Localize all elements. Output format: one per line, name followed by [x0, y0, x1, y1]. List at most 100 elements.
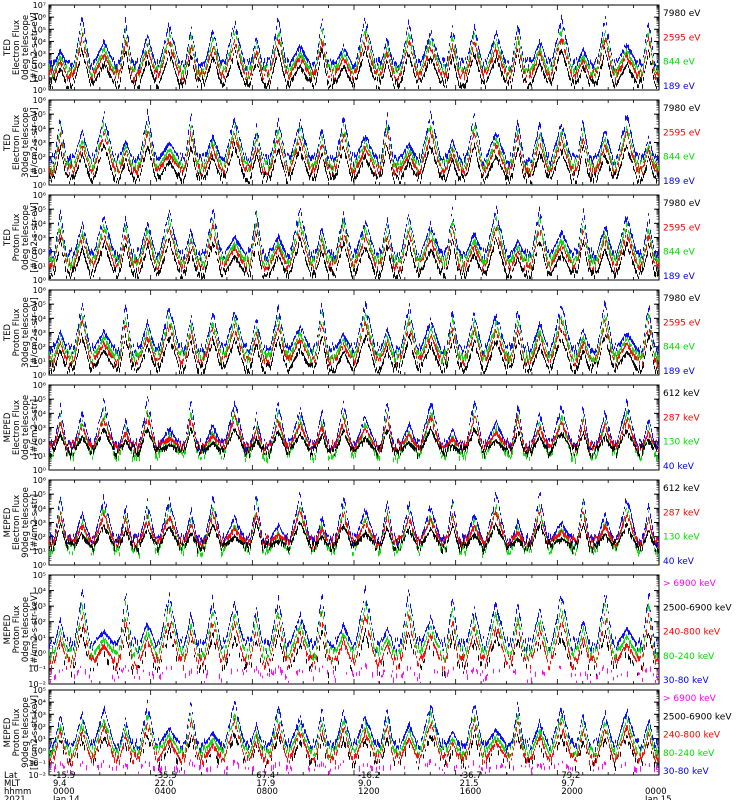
- x-tick-value: 2000: [561, 787, 583, 797]
- x-tick-value: 1200: [358, 787, 380, 797]
- y-axis-label-line: MEPED: [3, 412, 13, 442]
- y-axis-label-line: [#/cm2-s-str-eV]: [30, 12, 40, 82]
- y-tick-label: 10³: [33, 424, 46, 433]
- flux-trace: [49, 129, 659, 178]
- legend-entry: 2595 eV: [663, 128, 701, 138]
- legend-entry: 7980 eV: [663, 199, 701, 209]
- y-axis-label-line: Electron Flux: [12, 495, 22, 550]
- y-axis-label-line: 0deg telescope: [21, 597, 31, 662]
- flux-trace: [49, 329, 659, 374]
- y-tick-label: 10⁰: [33, 649, 46, 658]
- legend-entry: > 6900 keV: [663, 579, 717, 589]
- panel-5: 10⁰ 10¹ 10² 10³ 10⁴ 10⁵ 10⁶ MEPEDElectron Flux0…: [3, 381, 700, 475]
- legend-entry: 287 keV: [663, 413, 700, 423]
- y-tick-label: 10⁶: [33, 286, 46, 295]
- x-tick-value: 22.0: [155, 779, 174, 789]
- y-tick-label: 10⁷: [33, 1, 46, 10]
- legend-entry: 240-800 keV: [663, 628, 721, 638]
- legend-entry: 612 keV: [663, 389, 700, 399]
- flux-trace: [49, 729, 655, 772]
- y-tick-label: 10³: [33, 234, 46, 243]
- y-tick-label: 10⁵: [33, 300, 46, 309]
- y-axis-label-line: Electron Flux: [12, 115, 22, 170]
- y-tick-label: 10²: [33, 343, 46, 352]
- y-axis-label-line: Proton Flux: [12, 606, 22, 654]
- legend-entry: 287 keV: [663, 508, 700, 518]
- y-tick-label: 10¹: [33, 547, 46, 556]
- legend-entry: 612 keV: [663, 484, 700, 494]
- y-axis-label: MEPEDElectron Flux0deg telescope[#/cm2-s…: [3, 395, 40, 460]
- x-tick-value: 9.0: [358, 779, 372, 789]
- y-tick-label: 10⁴: [33, 504, 46, 513]
- y-tick-label: 10³: [33, 602, 46, 611]
- y-tick-label: 10³: [33, 139, 46, 148]
- y-axis-label: TEDElectron Flux30deg telescope[#/cm2-s-…: [3, 107, 40, 178]
- y-tick-label: 10¹: [33, 167, 46, 176]
- y-tick-label: 10⁶: [33, 96, 46, 105]
- y-tick-label: 10²: [33, 438, 46, 447]
- legend-entry: 2500-6900 keV: [663, 603, 732, 613]
- legend-entry: 80-240 keV: [663, 652, 715, 662]
- y-tick-label: 10⁰: [33, 561, 46, 570]
- legend-entry: 189 eV: [663, 82, 696, 92]
- flux-trace: [49, 212, 659, 270]
- panel-frame: [48, 689, 660, 776]
- panel-1: 10⁰ 10¹ 10² 10³ 10⁴ 10⁵ 10⁶ 10⁷ TEDElectron Flux…: [3, 1, 701, 95]
- y-tick-label: 10³: [33, 329, 46, 338]
- y-axis-label-line: MEPED: [3, 507, 13, 537]
- y-tick-label: 10¹: [33, 357, 46, 366]
- y-tick-label: 10⁴: [33, 37, 46, 46]
- y-axis-label-line: MEPED: [3, 717, 13, 747]
- y-axis-label-line: Proton Flux: [12, 709, 22, 757]
- legend-entry: 7980 eV: [663, 9, 701, 19]
- y-tick-label: 10⁵: [33, 205, 46, 214]
- y-axis-label-line: 90deg telescope: [21, 697, 31, 768]
- flux-trace: [49, 311, 659, 365]
- y-tick-label: 10⁰: [33, 86, 46, 95]
- y-tick-label: 10⁴: [33, 219, 46, 228]
- panel-4: 10⁰ 10¹ 10² 10³ 10⁴ 10⁵ 10⁶ TEDProton Flux30deg…: [3, 286, 701, 380]
- y-axis-label-line: Electron Flux: [12, 20, 22, 75]
- x-tick-value: 0800: [256, 787, 278, 797]
- y-axis-label-line: [#/cm2-s-str]: [30, 399, 40, 456]
- panel-7: 10⁻² 10⁻¹ 10⁰ 10¹ 10² 10³ 10⁴ 10⁵ MEPEDProton Fl…: [3, 571, 732, 689]
- flux-trace: [50, 759, 659, 774]
- y-axis-label: MEPEDProton Flux90deg telescope[#/cm2-s-…: [3, 695, 40, 770]
- y-tick-label: 10⁵: [33, 25, 46, 34]
- x-tick-value: -35.5: [155, 771, 177, 781]
- legend-entry: 844 eV: [663, 248, 696, 258]
- flux-trace: [49, 233, 659, 279]
- x-row-label: 2021: [4, 795, 26, 800]
- flux-trace: [49, 716, 659, 767]
- y-tick-label: 10¹: [33, 74, 46, 83]
- x-row-label: Lat: [4, 771, 18, 781]
- y-axis-label-line: MEPED: [3, 614, 13, 644]
- y-axis-label-line: TED: [3, 38, 13, 57]
- y-tick-label: 10⁴: [33, 409, 46, 418]
- y-axis-label: TEDProton Flux30deg telescope[#/cm2-s-st…: [3, 297, 40, 368]
- y-axis-label-line: [#/cm2-s-str-eV]: [30, 107, 40, 177]
- legend-entry: 130 keV: [663, 533, 700, 543]
- x-tick-value: 79.2: [561, 771, 580, 781]
- legend-entry: 30-80 keV: [663, 676, 709, 686]
- panel-frame: [48, 574, 660, 685]
- y-tick-label: 10⁻²: [28, 771, 46, 780]
- flux-trace: [49, 521, 659, 555]
- y-tick-label: 10⁵: [33, 571, 46, 580]
- y-axis-label-line: [#/cm2-s-str-keV]: [30, 592, 40, 667]
- y-axis-label-line: Electron Flux: [12, 400, 22, 455]
- x-tick-value: -15.5: [53, 771, 75, 781]
- y-axis-label: TEDProton Flux0deg telescope[#/cm2-s-str…: [3, 202, 40, 272]
- x-tick-value: 0400: [155, 787, 177, 797]
- y-tick-label: 10⁵: [33, 686, 46, 695]
- y-axis-label-line: [#/cm2-s-str-keV]: [30, 695, 40, 770]
- y-axis-label-line: 90deg telescope: [21, 487, 31, 558]
- y-axis-label: MEPEDElectron Flux90deg telescope[#/cm2-…: [3, 487, 40, 558]
- legend-entry: 189 eV: [663, 272, 696, 282]
- y-axis-label-line: 30deg telescope: [21, 297, 31, 368]
- panel-3: 10⁰ 10¹ 10² 10³ 10⁴ 10⁵ 10⁶ TEDProton Flux0deg …: [3, 191, 701, 285]
- y-axis-label-line: TED: [3, 228, 13, 247]
- panel-frame: [48, 4, 660, 91]
